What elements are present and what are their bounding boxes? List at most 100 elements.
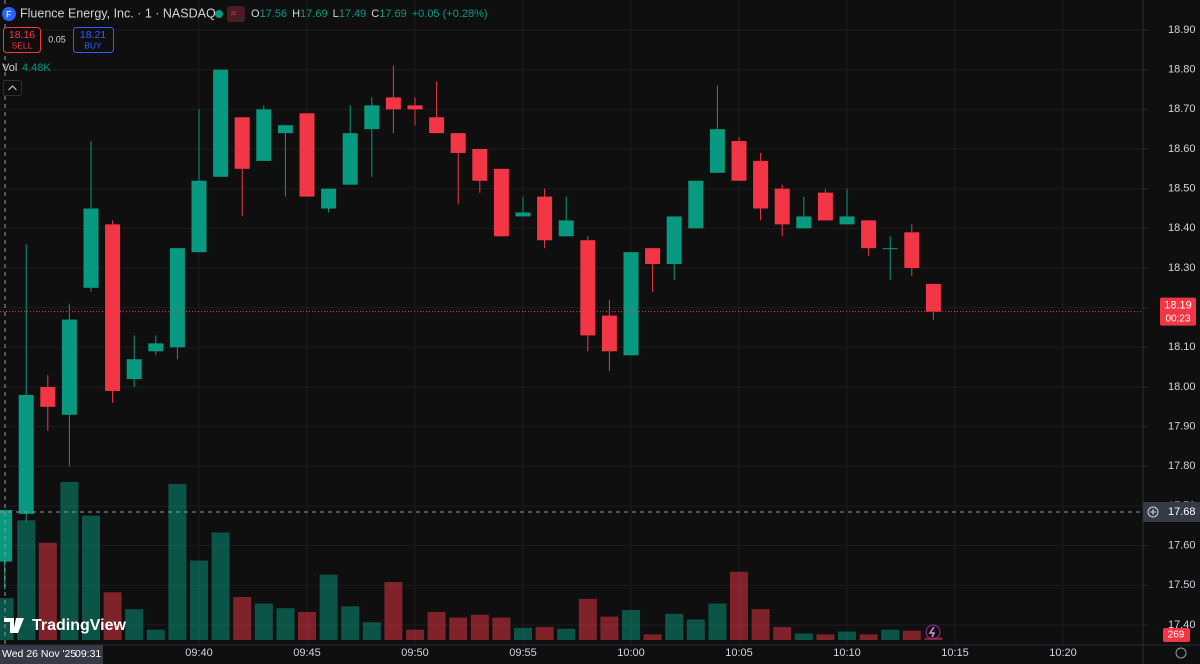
volume-bar [470,614,489,640]
grid [0,0,1143,645]
x-tick-label: 10:00 [617,647,645,659]
data-status-icon: ≈ [231,9,237,20]
alert-icon[interactable] [925,624,941,640]
h-label: H [292,8,300,20]
candle-body [407,105,423,110]
candle-body [666,216,682,265]
l-label: L [333,8,339,20]
candle-body [429,117,445,134]
volume-bar [751,609,770,640]
candle-body [882,248,898,250]
volume-bar [341,606,360,640]
add-icon-plus [1150,509,1156,515]
l-value: 17.49 [339,8,367,20]
o-value: 17.56 [260,8,288,20]
ohlc-legend: O17.56 H17.69 L17.49 C17.69 +0.05 (+0.28%) [251,8,488,20]
y-tick-label: 18.00 [1168,381,1196,393]
volume-bar [492,617,511,640]
last-price-marker [1160,297,1196,326]
candle-body [839,216,855,225]
volume-bar [859,634,878,640]
buy-price: 18.21 [80,29,106,41]
candle-body [731,141,747,181]
candle-body [169,248,185,348]
y-tick-label: 18.70 [1168,103,1196,115]
volume-bar [319,574,338,640]
buy-button[interactable] [73,27,114,53]
candle-body [623,252,639,356]
candle-body [515,212,531,217]
volume-bar [838,631,856,640]
sell-button[interactable] [3,27,41,53]
volume-bar [103,592,122,640]
volume-bar [643,634,662,640]
settings-icon[interactable] [1175,647,1187,659]
crosshair-time: 09:31 [75,648,101,660]
candle-body [861,220,877,249]
market-status[interactable] [215,10,223,18]
x-tick-label: 09:50 [401,647,429,659]
candle-body [191,180,207,253]
y-tick-label: 17.80 [1168,460,1196,472]
candle-body [558,220,574,237]
volume-bar [384,582,403,640]
x-tick-label: 10:20 [1049,647,1077,659]
candle-body [753,160,769,209]
symbol-title[interactable]: Fluence Energy, Inc. · 1 · NASDAQ [20,6,216,20]
candle-body [277,125,293,134]
o-label: O [251,8,260,20]
candle-body [0,509,13,562]
change: +0.05 (+0.28%) [412,8,488,20]
volume-bar [17,520,36,640]
logo-text[interactable]: TradingView [32,617,127,634]
candle-body [493,168,509,237]
y-tick-label: 17.50 [1168,579,1196,591]
volume-bar [665,613,684,640]
y-tick-label: 18.30 [1168,262,1196,274]
volume-bar [38,542,57,640]
y-tick-label: 17.60 [1168,540,1196,552]
alert-bolt [928,626,936,638]
volume-bar [773,626,792,640]
candle-body [817,192,833,221]
candle-body [537,196,553,241]
last-price-label: 18.19 [1164,300,1192,312]
collapse-button[interactable] [3,80,22,96]
collapse-icon [8,85,17,91]
volume-bar [276,608,295,640]
volume-bar [794,633,813,640]
y-tick-label: 18.50 [1168,183,1196,195]
add-icon [1147,506,1159,518]
y-tick-label: 18.40 [1168,222,1196,234]
volume-bar [902,630,921,640]
x-tick-label: 09:40 [185,647,213,659]
volume-bar [578,598,597,640]
c-value: 17.69 [379,8,407,20]
volume-bar [362,622,381,640]
last-volume-marker [1163,628,1190,642]
candle-body [645,248,661,265]
candle-body [83,208,99,288]
candle-body [40,387,56,407]
volume-bar [449,617,468,640]
candle-body [774,188,790,225]
candle-body [105,224,121,391]
volume-bar [816,634,835,640]
volume-bar [427,611,446,640]
y-tick-label: 18.60 [1168,143,1196,155]
volume-bar [254,603,273,640]
volume-bar [298,611,316,640]
data-status[interactable] [227,6,245,22]
volume-bar [557,628,576,640]
candle-body [342,133,358,185]
candle-body [213,69,229,177]
x-tick-label: 10:15 [941,647,969,659]
volume-bar [82,515,100,640]
candle-body [385,97,401,110]
candle-body [925,283,941,312]
y-tick-label: 18.80 [1168,64,1196,76]
crosshair-time-marker [0,645,103,664]
logo-mark [4,618,24,633]
volume-bar [146,629,165,640]
